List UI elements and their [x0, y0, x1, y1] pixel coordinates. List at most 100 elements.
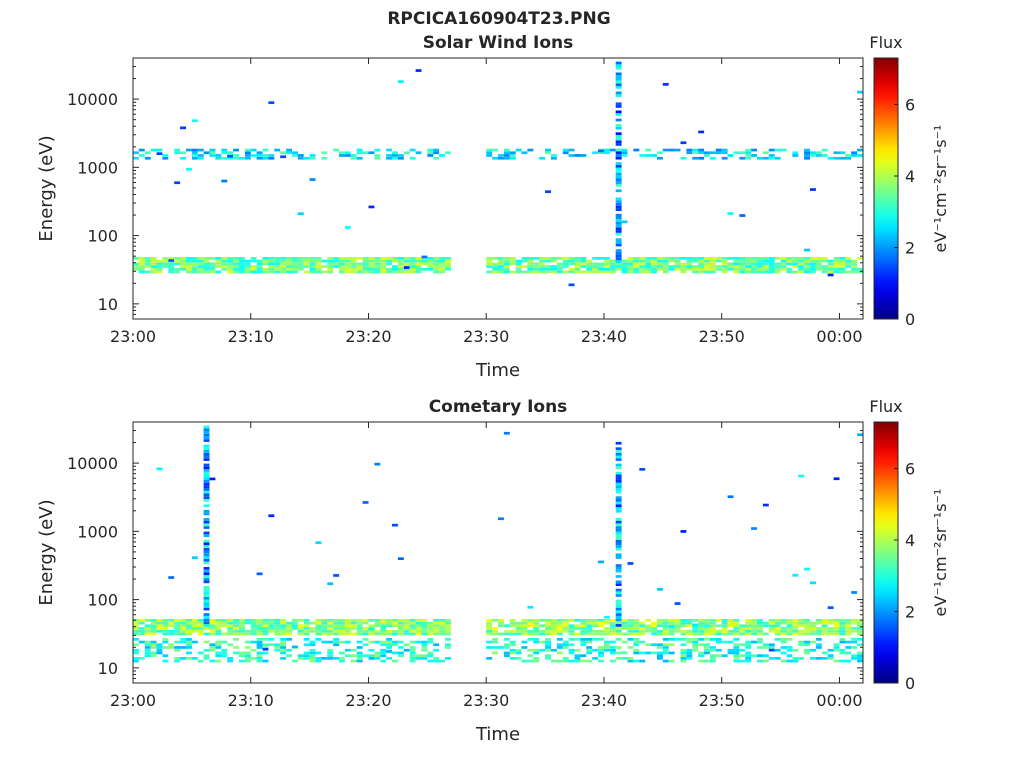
heatmap-cell	[268, 267, 275, 271]
heatmap-cell	[186, 621, 192, 625]
heatmap-cell	[392, 629, 398, 633]
heatmap-cell	[203, 542, 210, 546]
heatmap-cell	[762, 654, 769, 657]
heatmap-cell	[174, 659, 181, 663]
heatmap-cell	[592, 270, 599, 274]
heatmap-cell	[727, 629, 734, 633]
heatmap-cell	[509, 640, 516, 644]
heatmap-cell	[339, 259, 345, 263]
heatmap-cell	[662, 265, 669, 268]
heatmap-cell	[309, 621, 316, 625]
heatmap-cell	[250, 619, 257, 622]
heatmap-cell	[804, 619, 810, 622]
heatmap-cell	[203, 444, 210, 448]
heatmap-cell	[827, 627, 834, 630]
heatmap-cell	[433, 156, 440, 160]
heatmap-cell	[433, 659, 440, 663]
heatmap-cell	[609, 265, 616, 268]
heatmap-cell	[515, 270, 522, 274]
heatmap-cell	[745, 654, 752, 657]
heatmap-cell	[403, 624, 410, 628]
heatmap-cell	[615, 480, 622, 483]
heatmap-cell	[639, 629, 646, 633]
heatmap-cell	[715, 638, 722, 641]
heatmap-cell	[492, 646, 498, 649]
heatmap-cell	[150, 270, 157, 274]
heatmap-cell	[774, 638, 781, 641]
heatmap-cell	[609, 267, 616, 271]
heatmap-cell	[392, 523, 398, 527]
heatmap-cell	[698, 619, 705, 622]
heatmap-cell	[727, 632, 734, 636]
heatmap-cell	[698, 130, 705, 134]
heatmap-cell	[621, 657, 628, 660]
heatmap-cell	[780, 262, 787, 266]
heatmap-cell	[321, 621, 328, 625]
heatmap-cell	[709, 657, 716, 660]
heatmap-cell	[427, 654, 434, 657]
heatmap-cell	[415, 69, 422, 72]
heatmap-cell	[615, 102, 622, 106]
heatmap-cell	[615, 518, 622, 521]
heatmap-cell	[203, 431, 210, 434]
heatmap-cell	[309, 654, 316, 657]
heatmap-cell	[492, 619, 498, 622]
heatmap-cell	[239, 659, 245, 663]
heatmap-cell	[715, 640, 722, 644]
heatmap-cell	[315, 267, 322, 271]
heatmap-cell	[445, 619, 451, 622]
heatmap-cell	[486, 627, 493, 630]
heatmap-cell	[280, 265, 287, 268]
heatmap-cell	[138, 619, 145, 622]
colorbar-tick-label: 0	[905, 674, 915, 693]
heatmap-cell	[233, 621, 239, 625]
heatmap-cell	[133, 643, 139, 647]
heatmap-cell	[556, 638, 563, 641]
heatmap-cell	[191, 657, 198, 660]
heatmap-cell	[674, 621, 681, 625]
heatmap-cell	[586, 627, 593, 630]
heatmap-cell	[839, 629, 846, 633]
heatmap-cell	[680, 632, 687, 636]
heatmap-cell	[645, 270, 652, 274]
heatmap-cell	[498, 259, 504, 263]
colorbar-tick-label: 2	[905, 602, 915, 621]
heatmap-cell	[203, 499, 210, 502]
heatmap-cell	[227, 257, 234, 260]
heatmap-cell	[156, 467, 163, 471]
heatmap-cell	[545, 619, 551, 622]
heatmap-cell	[203, 523, 210, 527]
heatmap-cell	[203, 648, 210, 652]
heatmap-cell	[362, 621, 369, 625]
heatmap-cell	[568, 262, 575, 266]
heatmap-cell	[745, 624, 752, 628]
heatmap-cell	[815, 638, 822, 641]
heatmap-cell	[133, 267, 139, 271]
heatmap-cell	[268, 621, 275, 625]
heatmap-cell	[551, 265, 557, 268]
heatmap-cell	[704, 257, 710, 260]
heatmap-cell	[409, 627, 416, 630]
heatmap-cell	[280, 151, 287, 155]
heatmap-cell	[839, 651, 846, 655]
heatmap-cell	[821, 657, 828, 660]
heatmap-cell	[521, 257, 528, 260]
heatmap-cell	[833, 627, 840, 630]
heatmap-cell	[397, 619, 404, 622]
heatmap-cell	[339, 640, 345, 644]
heatmap-cell	[698, 156, 705, 160]
heatmap-cell	[203, 257, 210, 260]
heatmap-cell	[250, 265, 257, 268]
heatmap-cell	[627, 632, 634, 636]
heatmap-cell	[762, 265, 769, 268]
heatmap-cell	[374, 640, 381, 644]
heatmap-cell	[227, 267, 234, 271]
heatmap-cell	[433, 257, 440, 260]
heatmap-cell	[627, 621, 634, 625]
heatmap-cell	[356, 654, 363, 657]
heatmap-cell	[215, 259, 222, 263]
heatmap-cell	[374, 156, 381, 160]
heatmap-cell	[709, 156, 716, 160]
heatmap-cell	[209, 646, 216, 649]
heatmap-cell	[615, 452, 622, 456]
